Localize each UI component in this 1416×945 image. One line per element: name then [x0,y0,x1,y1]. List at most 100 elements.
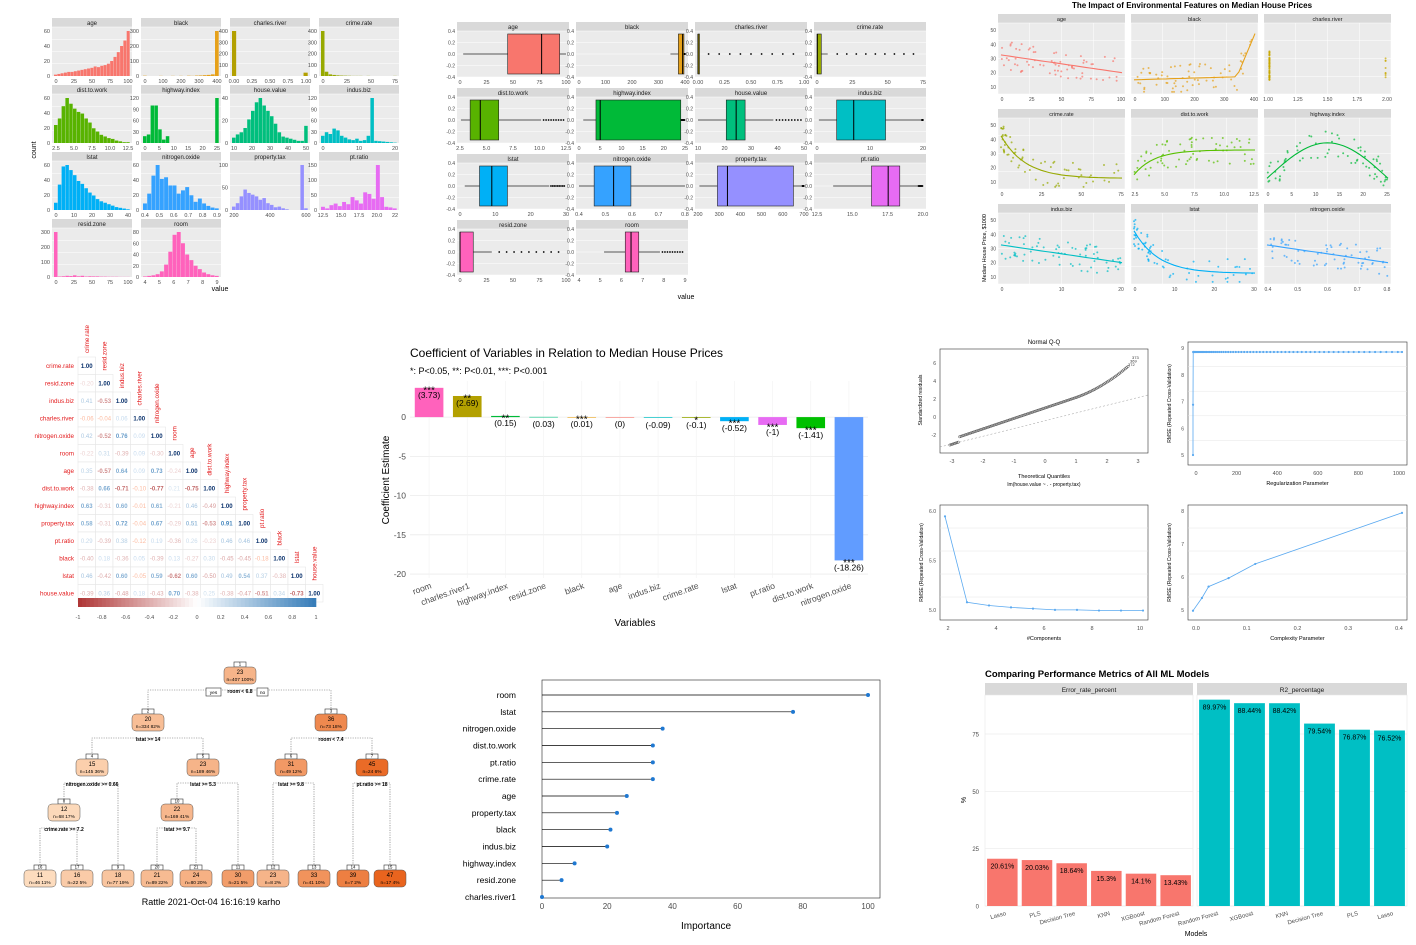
x-tick-label: 15 [185,146,191,152]
histogram-bar [154,106,158,144]
scatter-point [1164,144,1166,146]
colorbar-segment [165,598,169,607]
scatter-point [1161,74,1163,76]
histogram-bar [304,126,308,143]
y-tick-label: 20 [222,119,228,125]
y-tick-label: 0.4 [448,29,455,35]
histogram-bar [143,203,147,210]
outlier-point [563,185,565,187]
y-tick-label: black [496,825,517,835]
y-tick-label: 0.0 [805,52,812,58]
x-axis-label: value [678,294,695,301]
y-tick-label: -0.4 [684,141,693,147]
facet-label: age [508,25,519,31]
cell-value: -0.71 [115,486,129,492]
scatter-point [1011,141,1013,143]
scatter-point [1026,61,1028,63]
scatter-point [1140,155,1142,157]
histogram-bar [185,187,189,210]
outlier-point [788,119,790,121]
y-tick-label: -5 [398,451,406,461]
histogram-bar [96,132,100,143]
histogram-bar [177,232,181,277]
histogram-bar [215,98,219,143]
x-tick-label: 1.75 [1352,97,1362,103]
x-tick-label: 7 [641,278,644,284]
histogram-bar [80,70,83,76]
scatter-point [1268,52,1270,54]
x-tick-label: 0.3 [1344,626,1352,632]
scatter-point [1189,63,1191,65]
x-tick-label: 10 [1137,626,1143,632]
histogram-bar [211,208,215,210]
colorbar-segment [249,598,253,607]
x-tick-label: 50 [368,79,374,85]
facet-label: nitrogen.oxide [613,157,651,163]
cell-value: 0.38 [116,539,128,545]
x-tick-label: 80 [798,902,807,911]
scatter-point [1337,268,1339,270]
scatter-point [1161,250,1163,252]
node-stats: n=17 4% [380,880,400,886]
qq-point [1050,405,1052,407]
outlier-point [729,53,731,55]
y-tick-label: 0.0 [448,52,455,58]
node-id: 14 [351,865,356,870]
qq-point [972,431,974,433]
y-tick-label: 0 [933,415,936,421]
scatter-point [1339,244,1341,246]
x-tick-label: 300 [194,79,203,85]
colorbar-segment [300,598,304,607]
cell-value: -0.29 [167,521,181,527]
scatter-point [1191,144,1193,146]
node-stats: n=68 17% [53,814,75,820]
scatter-point [1104,56,1106,58]
histogram-bar [62,106,66,143]
scatter-point [1019,49,1021,51]
y-tick-label: 0.4 [567,95,574,101]
tree-edge [148,690,240,710]
cell-value: -0.22 [80,451,94,457]
node-stats: n=80 20% [185,880,207,886]
scatter-point [1003,235,1005,237]
colorbar-segment [106,598,110,607]
histogram-bar [122,142,126,143]
x-tick-label: 400 [736,212,745,218]
scatter-point [1189,158,1191,160]
y-tick-label: 40 [133,178,139,184]
scatter-point [1161,143,1163,145]
scatter-point [1071,247,1073,249]
scatter-point [1145,168,1147,170]
histogram-bar [274,124,278,143]
column-label: charles.river [136,371,143,405]
cell-value: 1.00 [133,416,145,422]
scatter-point [1134,226,1136,228]
scatter-point [1325,263,1327,265]
x-tick-label: 9 [683,278,686,284]
cell-value: 0.46 [221,539,233,545]
colorbar-segment [221,598,225,607]
scatter-point [1119,257,1121,259]
qq-point [985,427,987,429]
x-tick-label: 25 [344,79,350,85]
scatter-point [1093,260,1095,262]
scatter-point [1380,181,1382,183]
scatter-point [1117,170,1119,172]
y-tick-label: 0.4 [448,95,455,101]
y-tick-label: 0.0 [448,184,455,190]
colorbar-segment [185,598,189,607]
colorbar-segment [217,598,221,607]
box-body [460,232,473,272]
bar-value-label: 76.87% [1343,735,1367,742]
x-axis-label: Models [1185,931,1208,938]
x-tick-label: 10 [356,146,362,152]
scatter-point [1172,273,1174,275]
histogram-bar [166,136,170,143]
scatter-point [1171,91,1173,93]
x-tick-label: 1.25 [1293,97,1303,103]
